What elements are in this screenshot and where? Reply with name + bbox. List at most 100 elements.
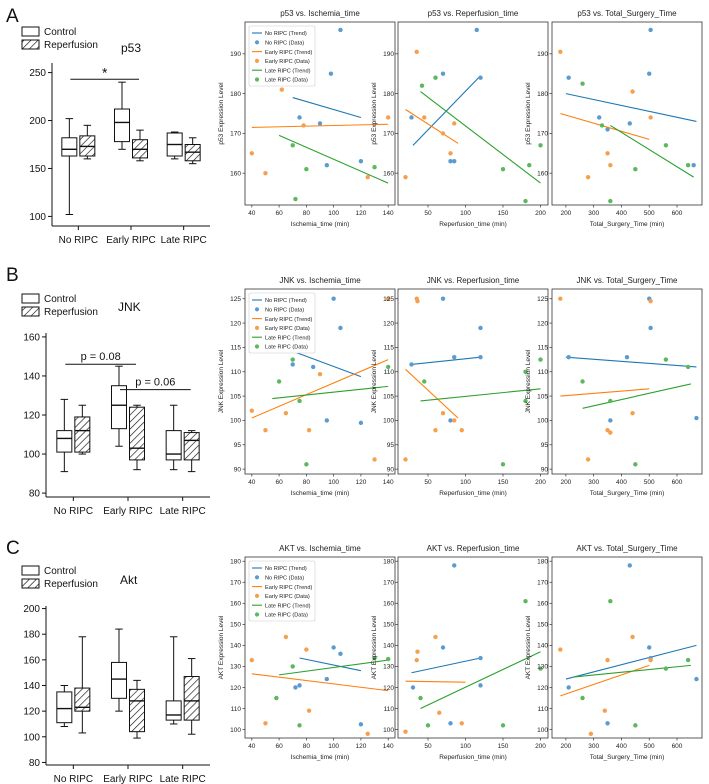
data-point: [385, 115, 391, 120]
data-point: [403, 729, 408, 734]
y-tick-label: 115: [538, 345, 549, 352]
scatter-akt-ischemia: AKT vs. Ischemia_time Ischemia_time (min)…: [218, 544, 396, 761]
data-point: [440, 131, 446, 136]
y-tick-label: 180: [383, 559, 394, 566]
y-tick-label: 110: [384, 369, 395, 376]
plot-frame: [244, 21, 396, 206]
x-tick-label: 40: [248, 479, 256, 486]
trend-line: [272, 385, 389, 400]
box-title-akt: Akt: [120, 573, 138, 587]
legend-entry: No RIPC (Trend): [265, 31, 307, 37]
x-tick-label: 200: [535, 210, 546, 217]
y-axis-label: JNK Expression Level: [218, 349, 225, 413]
data-point: [403, 457, 408, 462]
x-tick-label: 600: [672, 210, 683, 217]
x-tick-label: 300: [588, 210, 599, 217]
x-tick-label: 100: [328, 479, 339, 486]
trend-line: [405, 368, 459, 419]
data-point: [538, 666, 543, 671]
data-point: [558, 647, 563, 652]
data-point: [419, 83, 425, 88]
x-tick-label: 200: [560, 479, 571, 486]
data-point: [648, 115, 653, 120]
x-tick-label: 200: [560, 210, 571, 217]
y-tick-label: 160: [230, 601, 241, 608]
legend-swatch-reperfusion: [21, 578, 40, 589]
data-point: [663, 666, 669, 671]
y-tick-label: 110: [231, 369, 242, 376]
series-late-ripc: [420, 357, 543, 467]
data-point: [500, 723, 506, 728]
x-axis-label: Total_Surgery_Time (min): [590, 754, 665, 761]
y-tick-label: 160: [23, 332, 40, 343]
data-point: [633, 462, 638, 467]
data-point: [566, 354, 571, 360]
y-tick-label: 160: [383, 170, 394, 177]
y-tick-label: 180: [537, 91, 548, 98]
scatter-p53-surgery: p53 vs. Total_Surgery_Time Total_Surgery_…: [525, 9, 703, 228]
legend-entry: No RIPC (Data): [265, 308, 304, 314]
y-tick-label: 125: [537, 296, 548, 303]
y-tick-label: 160: [23, 655, 40, 666]
series-no-ripc: [293, 645, 364, 727]
legend-entry: Early RIPC (Data): [265, 326, 310, 332]
y-axis-label: JNK Expression Level: [525, 349, 532, 413]
data-point: [338, 651, 343, 657]
data-point: [448, 151, 453, 156]
data-point: [331, 296, 336, 301]
x-tick-label: 300: [588, 479, 599, 486]
legend-a: Control Reperfusion: [21, 26, 98, 51]
x-axis-label: Ischemia_time (min): [291, 754, 350, 761]
data-point: [290, 362, 295, 367]
y-tick-label: 90: [541, 466, 549, 473]
y-tick-label: 250: [29, 68, 46, 79]
trend-line: [560, 112, 650, 140]
box-early-ripc-reperfusion: [129, 679, 145, 739]
y-tick-label: 170: [230, 131, 241, 138]
data-point: [358, 420, 364, 426]
trend-line: [251, 673, 389, 692]
data-point: [452, 121, 457, 126]
data-point: [304, 647, 309, 652]
x-tick-label: No RIPC: [54, 506, 93, 517]
series-no-ripc: [290, 296, 364, 426]
y-tick-label: 90: [234, 466, 242, 473]
y-tick-label: 125: [230, 296, 241, 303]
box-early-ripc-control: [111, 365, 127, 447]
box-late-ripc-reperfusion: [183, 430, 200, 473]
y-tick-label: 120: [23, 411, 40, 422]
box-body: [111, 385, 127, 430]
x-tick-label: Early RIPC: [103, 506, 152, 517]
scatter-akt-reperfusion: AKT vs. Reperfusion_time Reperfusion_time…: [371, 544, 549, 761]
data-point: [580, 379, 585, 384]
y-tick-label: 80: [29, 758, 41, 769]
x-tick-label: 140: [383, 743, 394, 750]
series-late-ripc: [419, 75, 543, 204]
legend-entry: Early RIPC (Trend): [265, 317, 312, 323]
trend-line: [299, 657, 362, 672]
data-point: [633, 723, 638, 728]
data-point: [566, 685, 571, 690]
trend-line: [420, 651, 541, 710]
trend-line: [251, 123, 389, 128]
legend-marker: [254, 344, 260, 349]
x-tick-label: 50: [424, 743, 432, 750]
series-early-ripc: [558, 296, 653, 462]
data-point: [478, 75, 483, 80]
legend: No RIPC (Trend) No RIPC (Data) Early RIPC …: [248, 25, 316, 87]
y-tick-label: 180: [230, 559, 241, 566]
series-early-ripc: [249, 634, 389, 736]
trend-line: [565, 356, 697, 368]
x-tick-label: 400: [616, 210, 627, 217]
y-tick-label: 120: [537, 685, 548, 692]
trend-line: [582, 383, 692, 409]
x-tick-label: 80: [303, 743, 311, 750]
trend-line: [574, 664, 691, 678]
x-tick-label: 60: [275, 479, 283, 486]
data-point: [608, 198, 613, 204]
legend-label-reperfusion: Reperfusion: [44, 40, 98, 51]
y-tick-label: 200: [23, 604, 40, 615]
data-point: [523, 369, 528, 374]
legend-marker: [254, 325, 260, 330]
data-point: [317, 371, 323, 377]
